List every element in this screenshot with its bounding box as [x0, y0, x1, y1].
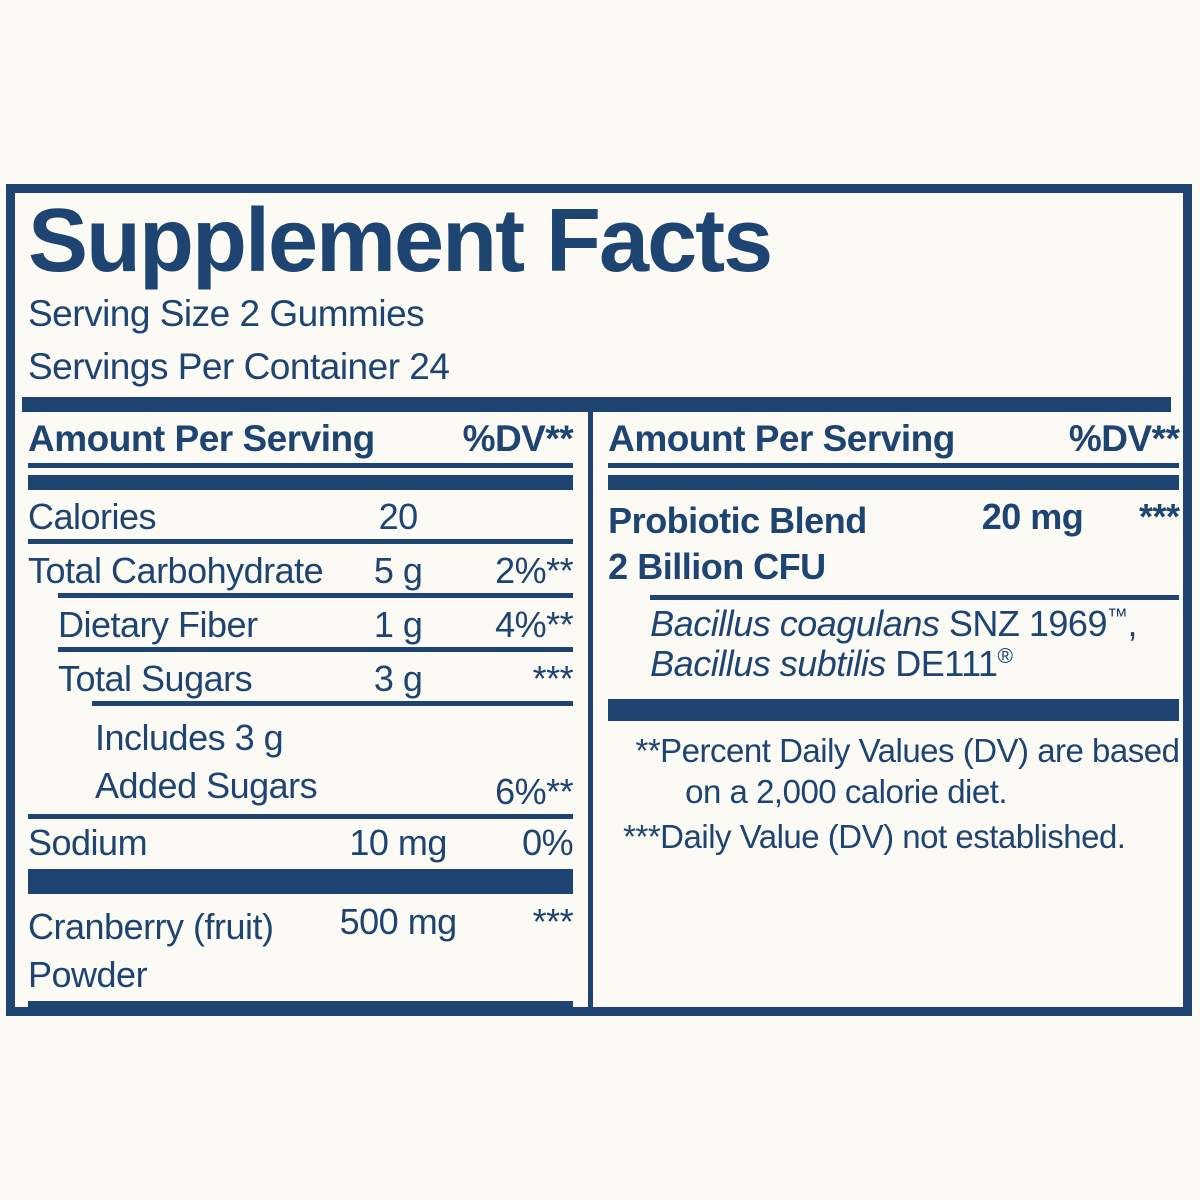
row-dv: 2%**: [495, 550, 574, 591]
strain-item: Bacillus coagulans SNZ 1969™,: [650, 604, 1179, 644]
row-label-line2: Added Sugars: [95, 765, 318, 806]
row-rule: [28, 539, 574, 544]
page-title: Supplement Facts: [28, 191, 773, 291]
right-column-header: Amount Per Serving %DV**: [608, 412, 1180, 459]
trademark-mark: ™: [1106, 605, 1128, 628]
row-dv: 6%**: [495, 771, 574, 812]
table-row-calories: Calories 20: [28, 490, 573, 539]
row-label: Total Sugars: [58, 658, 253, 699]
servings-per-container-text: Servings Per Container 24: [28, 346, 450, 387]
serving-size-text: Serving Size 2 Gummies: [28, 293, 425, 334]
supplement-facts-panel: Supplement Facts Serving Size 2 Gummies …: [6, 184, 1192, 1016]
dv-heading: %DV**: [1068, 418, 1180, 459]
header-separator-bar: [22, 397, 1171, 412]
strain-list: Bacillus coagulans SNZ 1969™, Bacillus s…: [608, 604, 1179, 684]
left-column-header: Amount Per Serving %DV**: [28, 412, 574, 459]
row-amount: 10 mg: [349, 822, 447, 863]
footnote-percent-dv: **Percent Daily Values (DV) are based on…: [608, 732, 1180, 810]
row-dv: ***: [532, 901, 574, 942]
row-rule: [92, 701, 574, 706]
row-dv: 4%**: [495, 604, 574, 645]
strain-item: Bacillus subtilis DE111®: [650, 644, 1179, 684]
row-label-line2: 2 Billion CFU: [608, 546, 826, 587]
row-dv: ***: [1138, 496, 1180, 537]
row-amount: 5 g: [373, 550, 423, 591]
table-row-sodium: Sodium 10 mg 0%: [28, 819, 574, 863]
row-label: Dietary Fiber: [58, 604, 258, 645]
bottom-rule: [28, 1001, 574, 1007]
row-label: Probiotic Blend 2 Billion CFU: [608, 498, 952, 590]
row-label: Calories: [28, 496, 157, 537]
row-label: Total Carbohydrate: [28, 550, 324, 591]
registered-mark: ®: [997, 645, 1013, 668]
table-row-probiotic-blend: Probiotic Blend 2 Billion CFU 20 mg ***: [608, 490, 1180, 590]
row-rule: [58, 593, 574, 598]
section-separator-bar: [28, 869, 574, 894]
row-amount: 1 g: [373, 604, 423, 645]
dv-heading: %DV**: [462, 418, 574, 459]
row-amount: 20: [378, 496, 419, 537]
row-label-line1: Cranberry (fruit): [28, 906, 274, 947]
table-row-total-sugars: Total Sugars 3 g ***: [28, 652, 574, 701]
row-rule: [58, 647, 574, 652]
row-label-line1: Probiotic Blend: [608, 500, 867, 541]
row-rule: [28, 814, 574, 819]
row-dv: 0%: [522, 822, 574, 863]
row-label: Includes 3 g Added Sugars: [28, 714, 323, 810]
table-row-cranberry-powder: Cranberry (fruit) Powder 500 mg ***: [28, 894, 574, 999]
footnote-dv-not-established: ***Daily Value (DV) not established.: [608, 819, 1179, 854]
row-amount: 20 mg: [981, 496, 1084, 537]
footnote-text-continued: on a 2,000 calorie diet.: [685, 773, 1008, 810]
header-rule: [608, 463, 1180, 468]
strain-rule: [650, 595, 1180, 600]
header-bar: [28, 475, 574, 490]
strain-suffix: ,: [1127, 603, 1137, 644]
row-amount: 3 g: [373, 658, 423, 699]
right-column: Amount Per Serving %DV** Probiotic Blend…: [588, 412, 1183, 1007]
strain-species: Bacillus subtilis: [650, 643, 886, 684]
section-separator-bar: [608, 699, 1180, 721]
label-header: Supplement Facts Serving Size 2 Gummies …: [15, 193, 1183, 393]
footnote-text: Daily Value (DV) not established.: [660, 818, 1126, 855]
footnote-text: Percent Daily Values (DV) are based: [660, 732, 1180, 769]
header-bar: [608, 475, 1180, 490]
row-label-line1: Includes 3 g: [95, 717, 284, 758]
strain-species: Bacillus coagulans: [650, 603, 940, 644]
table-row-added-sugars: Includes 3 g Added Sugars 6%**: [28, 706, 574, 814]
row-label: Sodium: [28, 822, 148, 863]
header-rule: [28, 463, 574, 468]
amount-per-serving-heading: Amount Per Serving: [28, 418, 375, 459]
table-row-total-carbohydrate: Total Carbohydrate 5 g 2%**: [28, 544, 574, 593]
row-amount: 500 mg: [339, 901, 458, 942]
row-label-line2: Powder: [28, 954, 148, 995]
strain-code: SNZ 1969: [948, 603, 1108, 644]
strain-code: DE111: [895, 643, 998, 684]
left-column: Amount Per Serving %DV** Calories 20 Tot…: [15, 412, 588, 1007]
row-label: Cranberry (fruit) Powder: [28, 903, 323, 999]
footnote-marker: **: [635, 732, 661, 769]
footnote-marker: ***: [623, 818, 661, 855]
amount-per-serving-heading: Amount Per Serving: [608, 418, 955, 459]
row-dv: [473, 498, 573, 535]
row-dv: ***: [532, 658, 574, 699]
table-row-dietary-fiber: Dietary Fiber 1 g 4%**: [28, 598, 574, 647]
facts-table: Amount Per Serving %DV** Calories 20 Tot…: [15, 412, 1183, 1007]
